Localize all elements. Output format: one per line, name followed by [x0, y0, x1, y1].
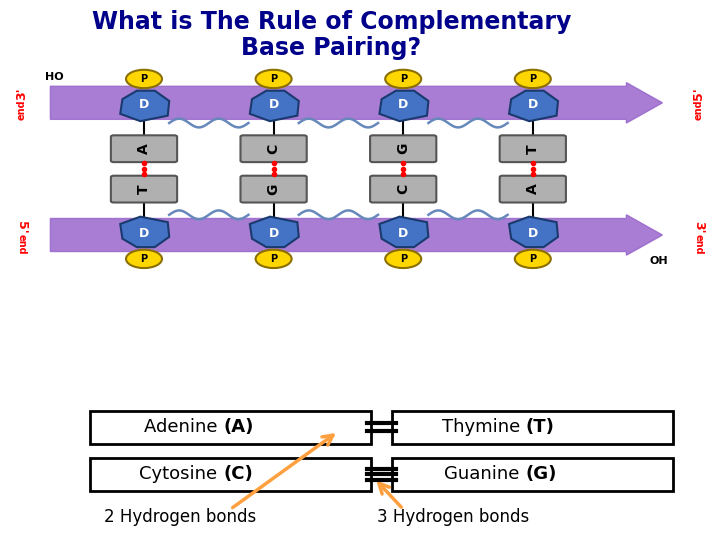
Text: Thymine: Thymine [441, 418, 526, 436]
Text: P: P [270, 254, 277, 264]
Polygon shape [250, 91, 299, 121]
Circle shape [515, 249, 551, 268]
Text: 3': 3' [692, 221, 705, 234]
FancyBboxPatch shape [370, 176, 436, 202]
Text: P: P [140, 254, 148, 264]
Text: C: C [266, 144, 281, 154]
Text: D: D [398, 227, 408, 240]
FancyBboxPatch shape [240, 176, 307, 202]
Circle shape [515, 70, 551, 88]
Text: Guanine: Guanine [444, 465, 526, 483]
Text: OH: OH [649, 256, 668, 266]
Text: (A): (A) [223, 418, 253, 436]
Text: P: P [529, 74, 536, 84]
Text: HO: HO [45, 72, 63, 82]
Text: G: G [266, 184, 281, 195]
Text: end: end [693, 234, 703, 254]
Text: end: end [693, 100, 703, 120]
Polygon shape [379, 91, 428, 121]
Circle shape [385, 249, 421, 268]
Text: (C): (C) [223, 465, 253, 483]
Text: C: C [396, 184, 410, 194]
Circle shape [385, 70, 421, 88]
Text: 5': 5' [692, 87, 705, 100]
FancyBboxPatch shape [90, 411, 371, 443]
Text: P: P [270, 74, 277, 84]
FancyBboxPatch shape [240, 136, 307, 162]
Text: end: end [17, 100, 27, 120]
FancyBboxPatch shape [370, 136, 436, 162]
Polygon shape [509, 91, 558, 121]
Text: Cytosine: Cytosine [140, 465, 223, 483]
Text: A: A [526, 184, 540, 194]
Text: P: P [400, 74, 407, 84]
Text: A: A [137, 143, 151, 154]
Text: D: D [528, 98, 538, 111]
Circle shape [256, 70, 292, 88]
Text: Base Pairing?: Base Pairing? [241, 36, 421, 60]
FancyArrow shape [50, 83, 662, 123]
FancyBboxPatch shape [90, 458, 371, 491]
Circle shape [256, 249, 292, 268]
Polygon shape [379, 217, 428, 247]
FancyBboxPatch shape [392, 411, 673, 443]
Text: P: P [529, 254, 536, 264]
Polygon shape [120, 217, 169, 247]
Text: D: D [528, 227, 538, 240]
Text: D: D [398, 98, 408, 111]
Text: 2 Hydrogen bonds: 2 Hydrogen bonds [104, 509, 256, 526]
FancyBboxPatch shape [500, 136, 566, 162]
Text: D: D [269, 98, 279, 111]
Text: 5': 5' [15, 221, 28, 234]
Polygon shape [120, 91, 169, 121]
Circle shape [126, 249, 162, 268]
FancyBboxPatch shape [500, 176, 566, 202]
FancyBboxPatch shape [111, 176, 177, 202]
Text: What is The Rule of Complementary: What is The Rule of Complementary [91, 10, 571, 34]
Text: T: T [137, 184, 151, 194]
Text: T: T [526, 144, 540, 153]
Text: D: D [139, 227, 149, 240]
Text: P: P [140, 74, 148, 84]
Polygon shape [509, 217, 558, 247]
FancyArrow shape [50, 215, 662, 255]
Text: G: G [396, 143, 410, 154]
Text: D: D [139, 98, 149, 111]
Text: (G): (G) [526, 465, 557, 483]
Text: (T): (T) [526, 418, 554, 436]
Text: 3': 3' [15, 87, 28, 100]
FancyBboxPatch shape [392, 458, 673, 491]
Text: Adenine: Adenine [144, 418, 223, 436]
Polygon shape [250, 217, 299, 247]
Text: end: end [17, 234, 27, 254]
Text: P: P [400, 254, 407, 264]
Text: D: D [269, 227, 279, 240]
FancyBboxPatch shape [111, 136, 177, 162]
Circle shape [126, 70, 162, 88]
Text: 3 Hydrogen bonds: 3 Hydrogen bonds [377, 509, 530, 526]
